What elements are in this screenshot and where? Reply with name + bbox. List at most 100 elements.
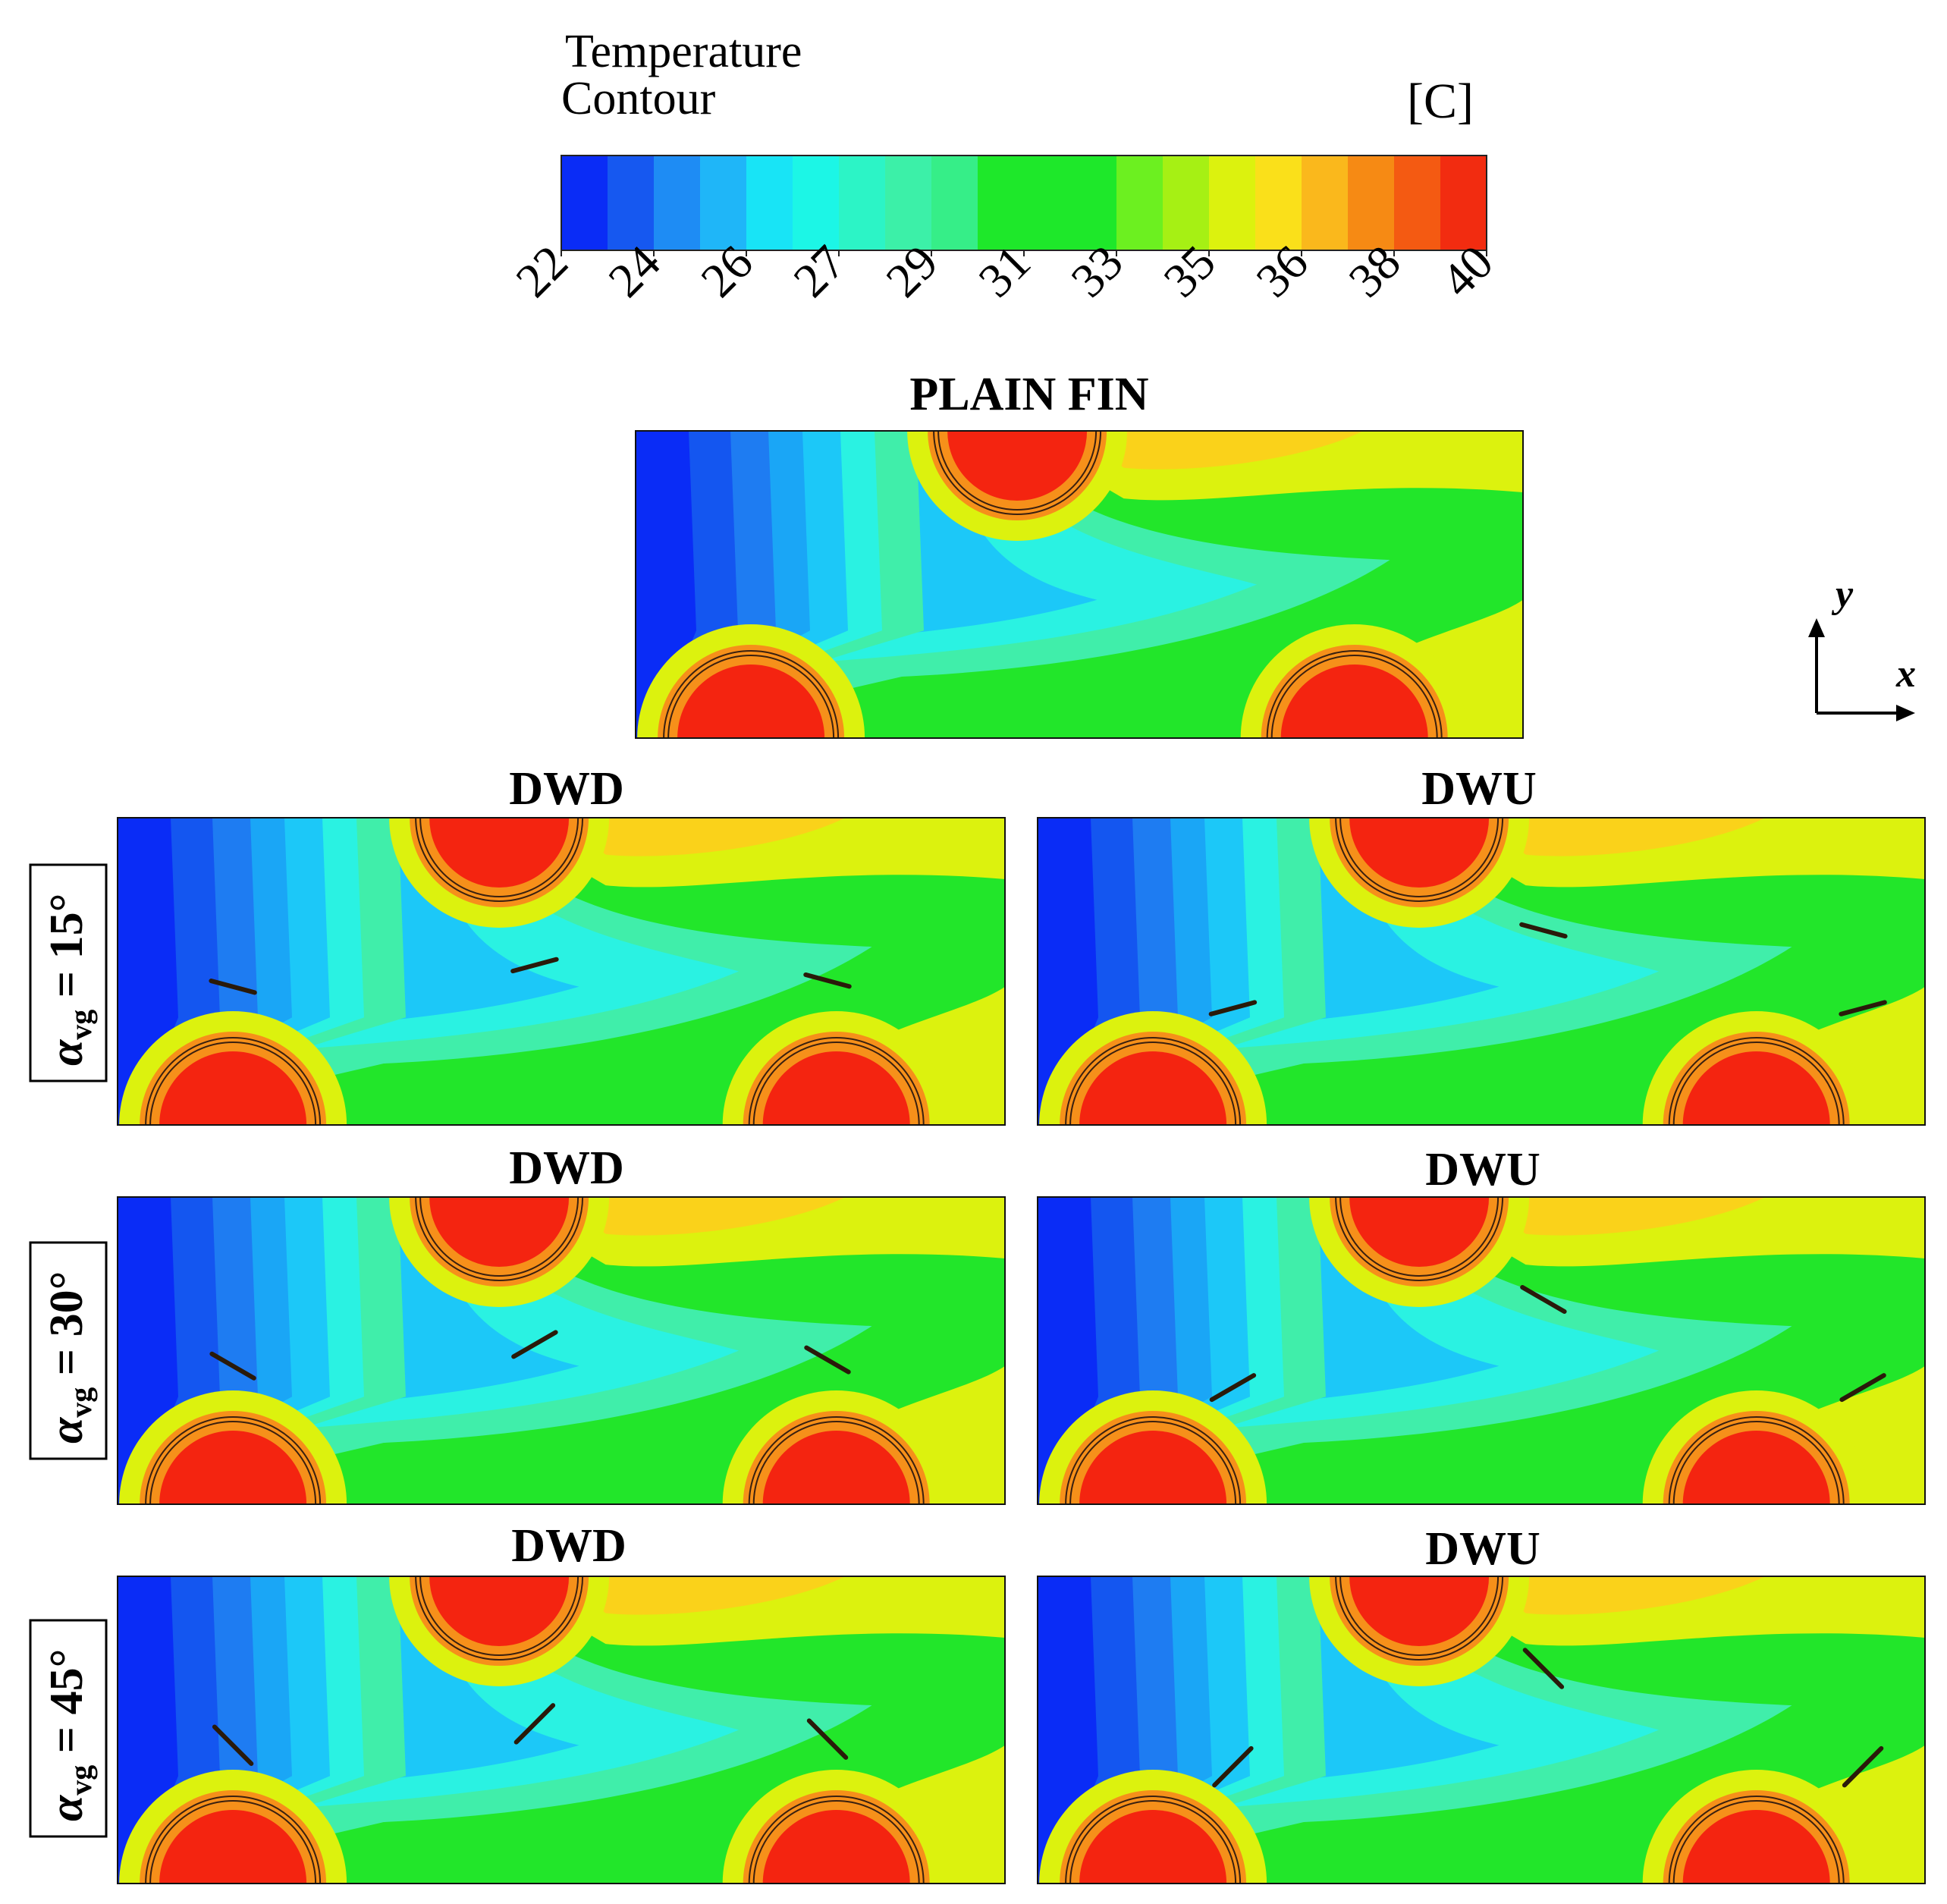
dwd-title-row2: DWD [509,1142,624,1194]
tube-outer-wall [1668,1416,1845,1504]
tube-core [429,1576,570,1646]
panel-frame [117,1576,1006,1884]
x-arrowhead-icon [1896,705,1915,721]
warm-top-core [1481,818,1766,856]
colorbar-band [1116,156,1163,250]
tube-inner-wall [1672,1042,1840,1125]
vortex-generator [1208,1000,1258,1016]
tube-outer-wall [1335,1576,1504,1661]
tube-core [1349,818,1490,888]
row-label-text: αvg = 30° [41,1271,98,1444]
vortex-generator [1519,922,1568,939]
row-label-box [29,1619,108,1838]
tube-core [1682,1810,1830,1884]
colorbar-band [1440,156,1487,250]
tube-inner-wall [1672,1800,1840,1884]
colorbar-band [978,156,1025,250]
panel-frame [117,1196,1006,1505]
vortex-generator [510,957,559,974]
tube-inner-wall [1339,1576,1500,1656]
colorbar-band [561,156,608,250]
tube-inner-wall [1069,1042,1237,1125]
tube-core [1349,1576,1490,1646]
tube-inner-wall [937,431,1098,511]
colorbar-band [608,156,655,250]
colorbar-band [839,156,886,250]
tube-outer-wall [1668,1037,1845,1125]
dwd-title-row3: DWD [511,1520,626,1572]
contour-panel-dwu45 [1037,1576,1926,1884]
tube-outer-wall [748,1037,925,1125]
vortex-generator [1209,1373,1257,1403]
colorbar-band [1255,156,1302,250]
tube-outer-wall [1065,1416,1242,1504]
vortex-generator [804,1345,851,1375]
tube-inner-wall [1339,818,1500,897]
colorbar-band [654,156,701,250]
tube-inner-wall [419,1197,579,1277]
tube-core [1079,1810,1227,1884]
tube-inner-wall [752,1800,920,1884]
dwd-title-row1: DWD [509,763,624,815]
dwu-title-row1: DWU [1421,763,1537,815]
contour-panel-plain [635,430,1524,739]
tube-outer-wall [748,1796,925,1884]
colorbar-title-line1: Temperature [565,26,802,77]
colorbar-band [931,156,978,250]
tube-core [1682,1051,1830,1125]
vortex-generator [806,1718,849,1760]
vortex-generator [1520,1285,1567,1314]
tube-outer-wall [415,1197,584,1281]
tube-inner-wall [1672,1421,1840,1504]
tube-outer-wall [415,1576,584,1661]
contour-panel-dwd30 [117,1196,1006,1505]
panel-frame [1037,1576,1926,1884]
tube-inner-wall [419,1576,579,1656]
dwu-title-row3: DWU [1425,1523,1540,1575]
tube-core [1079,1051,1227,1125]
warm-top-core [561,1576,846,1615]
vortex-generator [1522,1648,1565,1689]
vortex-generator [1839,1000,1887,1016]
tube-outer-wall [1266,650,1443,738]
warm-top-core [561,818,846,856]
colorbar-legend: Temperature Contour [C] 22 24 26 27 29 31 33 35… [505,26,1503,307]
row-label-text: αvg = 45° [41,1649,98,1821]
tube-outer-wall [1335,1197,1504,1281]
tube-outer-wall [415,818,584,902]
tube-outer-wall [1065,1796,1242,1884]
panel-frame [635,430,1524,739]
dwu-title-row2: DWU [1425,1144,1540,1195]
tube-inner-wall [1069,1421,1237,1504]
contour-panel-dwu15 [1037,817,1926,1126]
colorbar-band [746,156,793,250]
colorbar-band [1163,156,1210,250]
tube-outer-wall [1668,1796,1845,1884]
tube-core [429,818,570,888]
colorbar-band [1024,156,1071,250]
tube-inner-wall [149,1042,317,1125]
colorbar-band [1302,156,1349,250]
vortex-generator [513,1703,556,1745]
warm-top-core [561,1197,846,1236]
row-label-box [29,863,108,1082]
y-arrowhead-icon [1808,618,1825,637]
colorbar-band [700,156,747,250]
tube-inner-wall [1339,1197,1500,1277]
warm-top-core [1481,1197,1766,1236]
x-axis-label: x [1895,652,1916,696]
vortex-generator [212,1724,254,1766]
contour-panel-dwd45 [117,1576,1006,1884]
tube-core [1682,1431,1830,1504]
tube-outer-wall [1335,818,1504,902]
tube-outer-wall [1065,1037,1242,1125]
colorbar-bands [561,156,1487,250]
y-axis-label: y [1831,573,1854,616]
vortex-generator [803,972,852,989]
vortex-generator [511,1330,558,1359]
tube-core [762,1810,910,1884]
colorbar-band [1348,156,1395,250]
colorbar-title-line2: Contour [561,73,716,124]
colorbar-unit: [C] [1407,74,1474,129]
